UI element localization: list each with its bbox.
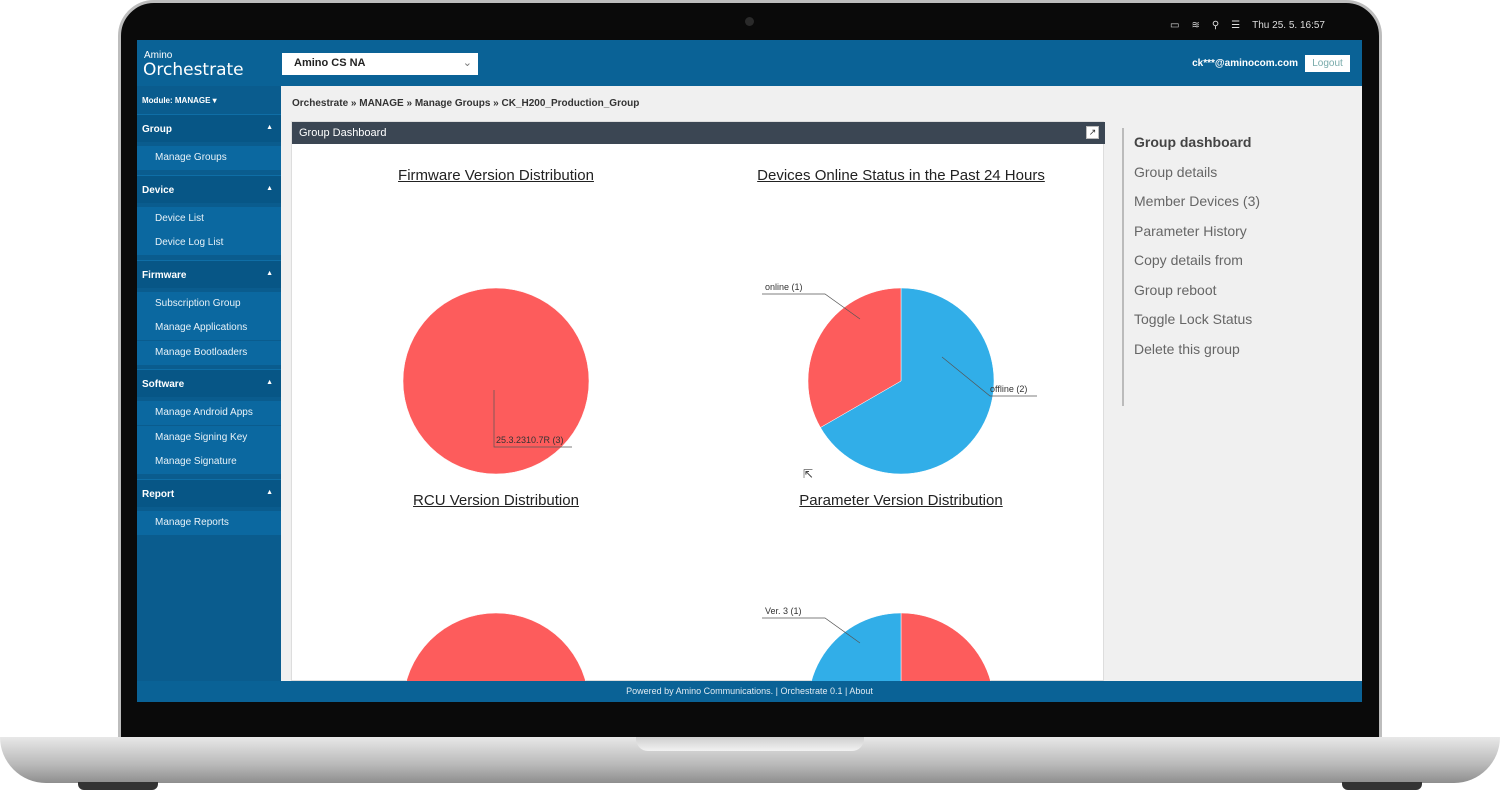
app-screen: Amino Orchestrate Amino CS NA ⌄ ck***@ami… [137, 40, 1362, 702]
sidebar-section-report[interactable]: Report ▲ [137, 478, 281, 507]
sidebar-section-software[interactable]: Software ▲ [137, 369, 281, 397]
laptop-notch [636, 737, 864, 751]
pie-slice[interactable] [403, 612, 589, 682]
logo[interactable]: Orchestrate [143, 60, 244, 80]
caret-up-icon: ▲ [266, 124, 273, 131]
pie-slice[interactable] [820, 612, 994, 682]
leader-line [493, 390, 572, 448]
menu-item[interactable]: Group details [1134, 163, 1218, 180]
caret-up-icon: ▲ [266, 379, 273, 386]
sidebar-item[interactable]: Manage Groups [137, 146, 281, 170]
chart-title: Firmware Version Distribution [398, 167, 594, 184]
slice-label: Ver. 3 (1) [765, 606, 802, 616]
pie-slice[interactable] [402, 287, 590, 475]
menu-item[interactable]: Toggle Lock Status [1134, 311, 1253, 327]
leader-line [762, 617, 861, 644]
panel-header: Group Dashboard ↗ [292, 122, 1105, 144]
organization-select[interactable]: Amino CS NA ⌄ [282, 53, 478, 75]
chart-title: Devices Online Status in the Past 24 Hou… [757, 167, 1045, 184]
chart-title: Parameter Version Distribution [799, 492, 1003, 509]
expand-icon[interactable]: ↗ [1086, 126, 1099, 139]
sidebar-item[interactable]: Manage Bootloaders [137, 340, 281, 365]
logo-small: Amino [144, 50, 173, 61]
top-bar: Amino Orchestrate Amino CS NA ⌄ ck***@ami… [137, 40, 1362, 86]
system-menu-bar: ▭ ≋ ⚲ ☰ Thu 25. 5. 16:57 [1170, 20, 1325, 31]
slice-label: online (1) [765, 282, 803, 292]
leader-line [941, 356, 1037, 397]
group-actions-menu: Group dashboard Group details Member Devic… [1122, 128, 1260, 406]
panel-title: Group Dashboard [299, 127, 387, 139]
sidebar-item[interactable]: Manage Reports [137, 510, 281, 535]
sidebar: Module: MANAGE ▾ Group ▲ Manage Groups Devi… [137, 86, 281, 681]
pie-slice[interactable] [807, 287, 902, 428]
group-dashboard-panel: Group Dashboard ↗ Firmware Version Distr… [291, 121, 1105, 682]
pie-slice[interactable] [820, 287, 995, 475]
pie-slice[interactable] [808, 612, 902, 682]
sidebar-item[interactable]: Subscription Group [137, 291, 281, 316]
logout-button[interactable]: Logout [1305, 55, 1350, 72]
leader-line [762, 293, 861, 320]
menu-item[interactable]: Copy details from [1134, 252, 1243, 268]
datetime[interactable]: Thu 25. 5. 16:57 [1252, 20, 1325, 31]
battery-icon[interactable]: ▭ [1170, 20, 1180, 31]
sidebar-item[interactable]: Manage Signature [137, 450, 281, 474]
footer[interactable]: Powered by Amino Communications. | Orche… [137, 681, 1362, 702]
search-icon[interactable]: ⚲ [1211, 20, 1220, 31]
menu-item[interactable]: Group reboot [1134, 281, 1217, 298]
mouse-cursor-icon: ⇱ [803, 467, 814, 481]
module-selector[interactable]: Module: MANAGE ▾ [142, 96, 217, 105]
charts-canvas [402, 287, 1037, 682]
sidebar-section-firmware[interactable]: Firmware ▲ [137, 259, 281, 288]
camera [745, 17, 754, 26]
laptop-foot [1342, 782, 1422, 790]
menu-item[interactable]: Member Devices (3) [1134, 193, 1261, 209]
user-email: ck***@aminocom.com [1192, 58, 1298, 69]
control-center-icon[interactable]: ☰ [1231, 20, 1241, 31]
sidebar-section-device[interactable]: Device ▲ [137, 174, 281, 203]
chevron-down-icon: ⌄ [462, 57, 472, 69]
caret-up-icon: ▲ [266, 488, 273, 496]
slice-label: 25.3.2310.7R (3) [496, 435, 564, 445]
breadcrumb[interactable]: Orchestrate » MANAGE » Manage Groups » C… [292, 98, 640, 109]
sidebar-item[interactable]: Manage Applications [137, 316, 281, 340]
chart-title: RCU Version Distribution [413, 492, 579, 509]
wifi-icon[interactable]: ≋ [1191, 20, 1200, 31]
menu-item[interactable]: Delete this group [1134, 340, 1240, 357]
menu-item[interactable]: Parameter History [1134, 222, 1247, 239]
sidebar-item[interactable]: Device List [137, 206, 281, 231]
slice-label: offline (2) [990, 384, 1028, 394]
caret-up-icon: ▲ [266, 269, 273, 277]
laptop-foot [78, 782, 158, 790]
sidebar-item[interactable]: Manage Android Apps [137, 401, 281, 425]
sidebar-item[interactable]: Device Log List [137, 231, 281, 255]
sidebar-item[interactable]: Manage Signing Key [137, 425, 281, 450]
sidebar-section-group[interactable]: Group ▲ [137, 114, 281, 142]
menu-item[interactable]: Group dashboard [1134, 134, 1252, 150]
caret-up-icon: ▲ [266, 184, 273, 192]
